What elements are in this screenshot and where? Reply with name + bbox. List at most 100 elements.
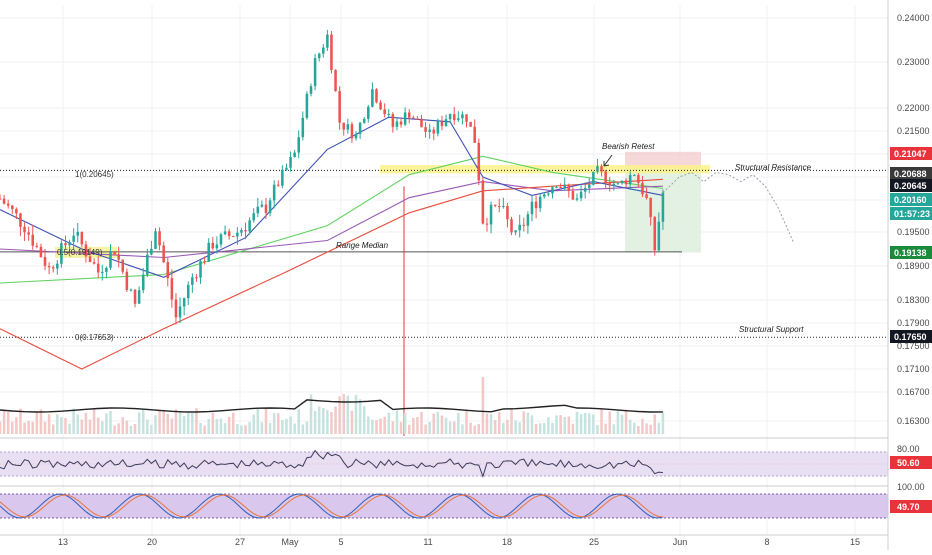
candle xyxy=(236,227,239,245)
candle-body xyxy=(542,194,546,197)
candle xyxy=(68,239,71,252)
volume-bar xyxy=(231,412,235,434)
candle-body xyxy=(248,220,251,232)
candle-body xyxy=(137,290,141,304)
candle xyxy=(551,186,554,199)
time-tick-label: 5 xyxy=(338,537,343,547)
fib-1-label: 1(0.20645) xyxy=(75,170,114,179)
candle-body xyxy=(641,182,644,195)
candle-body xyxy=(563,184,566,188)
candle xyxy=(256,197,260,218)
candle-body xyxy=(571,190,575,200)
candle-body xyxy=(330,34,333,70)
volume-bar xyxy=(215,418,219,434)
volume-bar xyxy=(117,423,120,434)
candle-body xyxy=(68,241,71,246)
candle xyxy=(497,198,501,213)
candle xyxy=(371,82,374,108)
ma-red-line xyxy=(0,178,663,370)
candle-body xyxy=(39,246,43,258)
candle xyxy=(412,115,415,119)
candle xyxy=(383,103,386,118)
candle-body xyxy=(661,192,665,222)
candle-body xyxy=(444,119,448,127)
volume-bar xyxy=(502,422,505,434)
candle xyxy=(15,207,18,220)
candle-body xyxy=(285,167,288,170)
candle xyxy=(56,259,59,275)
candle xyxy=(428,123,431,139)
volume-bar xyxy=(387,412,391,434)
volume-ma-line xyxy=(0,399,663,413)
volume-bar xyxy=(444,417,448,434)
candle-body xyxy=(391,114,395,127)
time-tick-label: Jun xyxy=(673,537,688,547)
candle-body xyxy=(461,114,464,119)
candle-body xyxy=(141,274,145,291)
candle xyxy=(43,249,47,271)
volume-bar xyxy=(305,421,309,434)
volume-bar xyxy=(420,411,423,434)
candle xyxy=(252,208,255,223)
volume-bar xyxy=(461,424,464,434)
candle xyxy=(367,104,370,123)
candle xyxy=(526,211,530,234)
candle xyxy=(604,169,607,190)
candle-body xyxy=(530,201,534,215)
candle xyxy=(575,193,579,202)
candle xyxy=(387,109,391,117)
candle-body xyxy=(88,256,92,263)
candle-body xyxy=(15,209,18,214)
volume-bar xyxy=(575,411,579,434)
candle-body xyxy=(80,231,84,245)
volume-bar xyxy=(428,421,431,434)
candle-body xyxy=(502,206,505,208)
volume-bar xyxy=(457,412,460,434)
price-tick-label: 0.17500 xyxy=(897,341,930,351)
candle xyxy=(158,227,161,251)
candle-body xyxy=(281,169,284,186)
candle-body xyxy=(199,261,202,278)
candle xyxy=(129,288,133,292)
volume-bar xyxy=(56,414,59,434)
price-tick-label: 0.17100 xyxy=(897,364,930,374)
volume-bar xyxy=(563,416,566,434)
candle-body xyxy=(289,157,292,168)
candle-body xyxy=(117,254,120,260)
candle-body xyxy=(567,184,571,191)
volume-bar xyxy=(592,414,595,434)
candle-body xyxy=(493,204,497,206)
volume-bar xyxy=(211,412,215,434)
candle-body xyxy=(538,196,542,209)
candle xyxy=(653,215,657,256)
volume-bar xyxy=(191,413,194,434)
volume-bar xyxy=(571,423,575,434)
candle-body xyxy=(11,205,14,210)
candle xyxy=(11,204,14,215)
candle xyxy=(6,199,10,209)
candle xyxy=(0,194,2,200)
candle xyxy=(301,111,305,141)
candle-body xyxy=(440,121,444,127)
resistance-zone xyxy=(380,165,710,174)
candle xyxy=(588,178,591,194)
candle-body xyxy=(0,198,2,200)
candle-body xyxy=(203,261,206,263)
candle xyxy=(154,228,157,250)
candle-body xyxy=(256,206,260,214)
volume-bar xyxy=(391,421,395,434)
range-median-label: Range Median xyxy=(336,241,389,250)
candle xyxy=(616,182,620,185)
candle-body xyxy=(657,221,661,251)
candle xyxy=(141,268,145,294)
volume-bar xyxy=(612,424,616,434)
candle-body xyxy=(403,112,407,125)
candle-body xyxy=(252,213,255,221)
price-tag-label: 0.20688 xyxy=(894,169,927,179)
volume-bar xyxy=(616,411,620,434)
candle xyxy=(92,258,96,265)
price-tag-label: 01:57:23 xyxy=(894,209,930,219)
candle xyxy=(444,114,448,127)
volume-bar xyxy=(195,408,198,434)
